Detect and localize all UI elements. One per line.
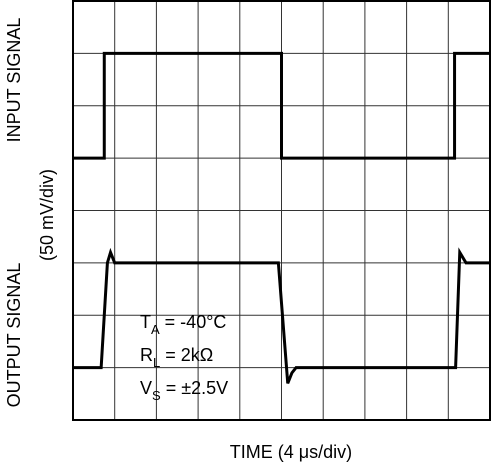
x-axis-label: TIME (4 μs/div) (230, 442, 352, 462)
y-axis-label: INPUT SIGNAL (4, 18, 24, 143)
signal-line (73, 51, 490, 160)
annotation-rest: = -40°C (160, 312, 227, 332)
signal-line (73, 247, 490, 384)
annotation-rest: = ±2.5V (161, 378, 228, 398)
annotation: RL = 2kΩ (140, 345, 213, 370)
y-axis-label: (50 mV/div) (37, 169, 57, 261)
annotation-main: T (140, 312, 151, 332)
annotation-main: V (140, 378, 152, 398)
annotation-sub: S (152, 388, 161, 403)
annotation-sub: L (153, 355, 160, 370)
annotation-main: R (140, 345, 153, 365)
annotation-sub: A (151, 322, 160, 337)
annotation: VS = ±2.5V (140, 378, 228, 403)
y-axis-label: OUTPUT SIGNAL (4, 263, 24, 408)
annotation: TA = -40°C (140, 312, 226, 337)
plot-frame (72, 0, 491, 421)
annotation-rest: = 2kΩ (160, 345, 213, 365)
